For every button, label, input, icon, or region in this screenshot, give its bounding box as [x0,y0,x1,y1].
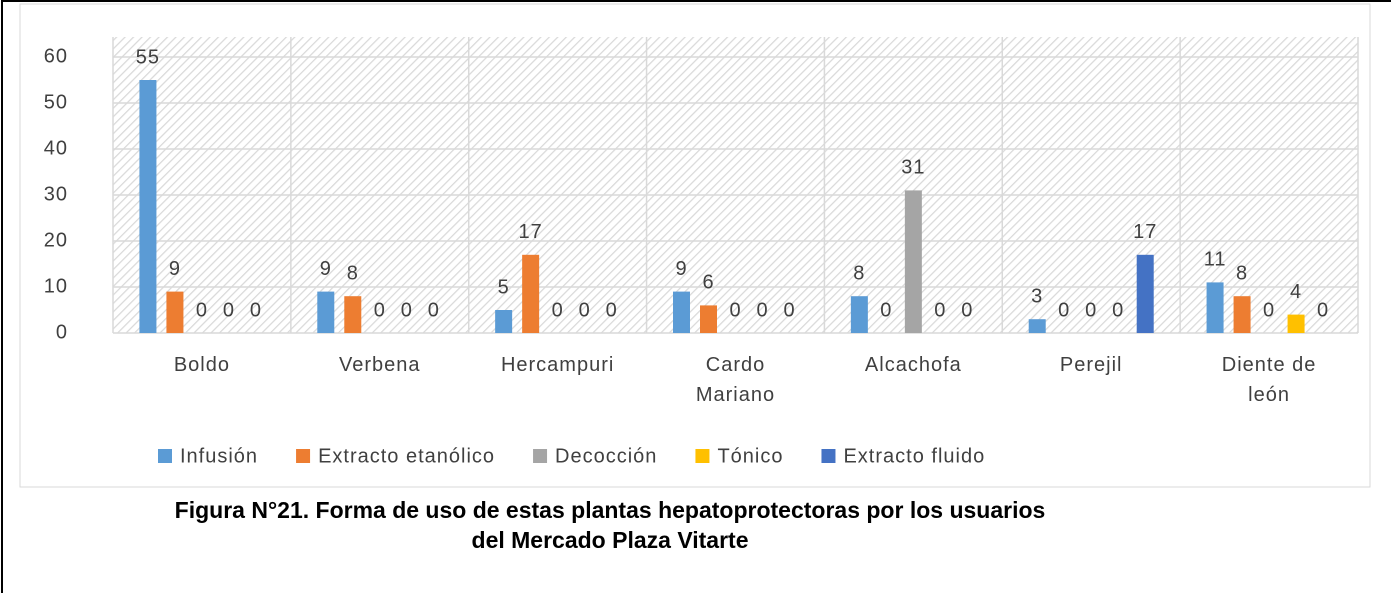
x-tick-label: Cardo Mariano [695,354,776,406]
legend-swatch [158,449,172,463]
legend-label: Tónico [717,445,783,467]
bar [1136,254,1154,333]
bar [904,190,922,333]
bar [700,305,717,333]
chart-title: Figura N°21. Forma de uso de estas plant… [174,497,1046,553]
data-label: 3 [1031,285,1043,307]
data-label: 0 [250,299,262,321]
chart-frame [19,3,1371,488]
bar [139,80,157,333]
data-label: 0 [374,299,386,321]
x-tick-label: Boldo [173,354,230,376]
data-label: 0 [579,299,591,321]
x-tick-label: Verbena [339,354,421,376]
data-label: 0 [223,299,235,321]
x-tick-label: Perejil [1059,354,1123,376]
bar [166,291,184,333]
y-tick-label: 40 [44,137,68,159]
legend-label: Extracto fluido [843,445,985,467]
bar [1287,314,1305,333]
data-label: 4 [1290,281,1302,303]
data-label: 0 [880,299,892,321]
data-label: 0 [606,299,618,321]
y-tick-label: 10 [44,275,68,297]
data-label: 0 [1317,299,1329,321]
legend-swatch [695,449,710,463]
legend-swatch [821,449,836,463]
data-label: 11 [1204,249,1227,271]
data-label: 0 [196,299,208,321]
y-tick-label: 30 [44,183,68,205]
plot-area [113,37,1358,333]
legend-swatch [296,449,311,463]
x-tick-label: Hercampuri [500,354,615,376]
y-tick-label: 20 [44,229,68,251]
data-label: 55 [136,46,160,68]
y-tick-label: 60 [44,45,68,67]
bar [495,310,513,333]
data-label: 0 [1263,299,1275,321]
data-label: 0 [428,299,440,321]
legend-swatch [533,449,548,463]
data-label: 0 [756,299,768,321]
data-label: 0 [401,299,413,321]
data-label: 0 [783,299,795,321]
legend-label: Extracto etanólico [318,445,495,467]
data-label: 0 [552,299,564,321]
bar [1233,296,1251,333]
data-label: 8 [853,262,865,284]
bar [344,296,362,333]
x-tick-label: Alcachofa [864,354,962,376]
data-label: 17 [1133,221,1157,243]
y-tick-label: 50 [44,91,68,113]
data-label: 9 [169,258,181,280]
data-label: 0 [934,299,946,321]
data-label: 0 [961,299,973,321]
data-label: 9 [675,258,687,280]
bar [850,296,868,333]
data-label: 0 [1112,299,1124,321]
data-label: 17 [519,221,543,243]
y-tick-label: 0 [56,321,68,343]
bar [1206,282,1224,333]
data-label: 9 [320,258,332,280]
data-label: 6 [702,272,714,294]
bar [522,254,540,333]
data-label: 31 [901,157,925,179]
legend-label: Infusión [180,445,258,467]
data-label: 0 [1085,299,1097,321]
bar [317,291,335,333]
data-label: 5 [498,276,510,298]
x-tick-label: Diente de león [1221,354,1317,406]
legend-label: Decocción [555,445,657,467]
data-label: 0 [729,299,741,321]
data-label: 8 [1236,262,1248,284]
bar [673,291,690,333]
bar [1028,319,1046,333]
data-label: 8 [347,262,359,284]
data-label: 0 [1058,299,1070,321]
